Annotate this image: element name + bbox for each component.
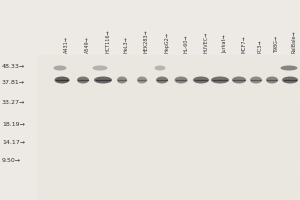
Text: 18.19→: 18.19→ bbox=[2, 122, 25, 128]
Ellipse shape bbox=[175, 76, 188, 84]
Ellipse shape bbox=[137, 76, 147, 84]
Ellipse shape bbox=[282, 76, 298, 84]
Text: MCF7→: MCF7→ bbox=[241, 35, 246, 53]
Text: HUVEC→: HUVEC→ bbox=[203, 32, 208, 53]
Bar bbox=[38, 55, 300, 200]
Text: HCT116→: HCT116→ bbox=[105, 29, 110, 53]
Ellipse shape bbox=[232, 76, 246, 84]
Ellipse shape bbox=[55, 76, 70, 84]
Text: RaIBale→: RaIBale→ bbox=[292, 30, 297, 53]
Text: HepG2→: HepG2→ bbox=[164, 32, 169, 53]
Text: PC3→: PC3→ bbox=[258, 40, 263, 53]
Ellipse shape bbox=[117, 76, 127, 84]
Ellipse shape bbox=[156, 76, 168, 84]
Text: 33.27→: 33.27→ bbox=[2, 100, 25, 106]
Ellipse shape bbox=[154, 66, 166, 71]
Ellipse shape bbox=[211, 76, 229, 84]
Text: HEK283→: HEK283→ bbox=[144, 29, 149, 53]
Ellipse shape bbox=[92, 66, 107, 71]
Text: HeL3→: HeL3→ bbox=[124, 36, 129, 53]
Ellipse shape bbox=[94, 76, 112, 84]
Ellipse shape bbox=[250, 76, 262, 84]
Ellipse shape bbox=[266, 76, 278, 84]
Text: A549→: A549→ bbox=[85, 36, 90, 53]
Text: 9.50→: 9.50→ bbox=[2, 158, 21, 162]
Text: A431→: A431→ bbox=[64, 36, 69, 53]
Text: Jurkat→: Jurkat→ bbox=[222, 34, 227, 53]
Ellipse shape bbox=[53, 66, 67, 71]
Text: 14.17→: 14.17→ bbox=[2, 140, 25, 144]
Text: 37.81→: 37.81→ bbox=[2, 80, 25, 86]
Text: 48.33→: 48.33→ bbox=[2, 64, 25, 70]
Ellipse shape bbox=[77, 76, 89, 84]
Text: T98G→: T98G→ bbox=[274, 36, 279, 53]
Text: HL-60→: HL-60→ bbox=[183, 34, 188, 53]
Ellipse shape bbox=[193, 76, 209, 84]
Ellipse shape bbox=[280, 66, 298, 71]
